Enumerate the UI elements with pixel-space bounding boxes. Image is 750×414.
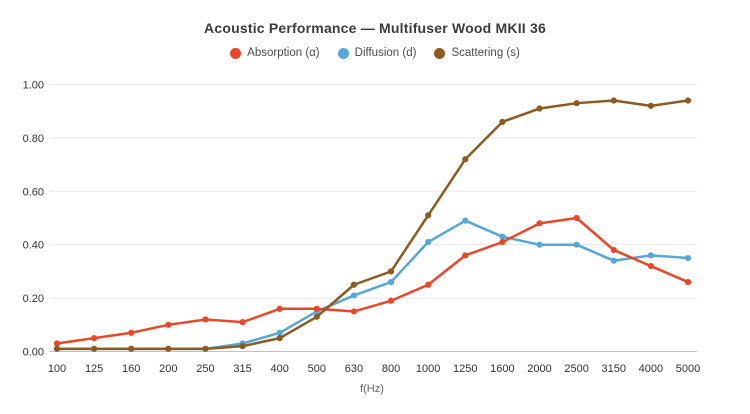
chart-title: Acoustic Performance — Multifuser Wood M… xyxy=(204,20,546,36)
series-point-scattering xyxy=(462,156,469,163)
series-point-scattering xyxy=(499,118,506,125)
legend-label-scattering: Scattering (s) xyxy=(451,47,520,59)
series-point-scattering xyxy=(53,345,61,352)
series-point-absorption xyxy=(499,238,506,246)
y-tick-label: 0.80 xyxy=(23,133,44,145)
y-tick-label: 0.60 xyxy=(23,186,44,198)
y-tick-label: 0.00 xyxy=(23,347,44,359)
series-point-scattering xyxy=(202,345,209,352)
series-point-diffusion xyxy=(610,257,617,264)
x-tick-label: 3150 xyxy=(602,363,626,375)
y-tick-label: 0.40 xyxy=(23,240,44,252)
x-tick-label: 500 xyxy=(308,363,326,375)
x-tick-label: 1000 xyxy=(416,363,440,375)
x-tick-label: 2000 xyxy=(527,363,551,375)
x-tick-label: 4000 xyxy=(639,363,663,375)
legend-item-diffusion: Diffusion (d) xyxy=(337,47,417,59)
series-point-diffusion xyxy=(684,254,692,262)
chart-legend: Absorption (α) Diffusion (d) Scattering (s… xyxy=(0,47,750,59)
legend-item-scattering: Scattering (s) xyxy=(434,47,520,59)
series-point-diffusion xyxy=(462,217,469,224)
series-point-scattering xyxy=(647,102,654,109)
series-point-scattering xyxy=(239,343,246,350)
scattering-swatch-icon xyxy=(434,47,446,59)
x-tick-label: 315 xyxy=(233,363,251,375)
legend-label-diffusion: Diffusion (d) xyxy=(354,47,417,59)
x-tick-label: 5000 xyxy=(676,363,700,375)
series-point-absorption xyxy=(165,321,172,328)
series-point-diffusion xyxy=(350,292,358,299)
series-point-absorption xyxy=(53,340,61,347)
x-tick-label: 250 xyxy=(196,363,214,375)
series-point-absorption xyxy=(313,305,320,312)
series-point-absorption xyxy=(91,335,98,342)
series-point-scattering xyxy=(91,345,98,352)
diffusion-swatch-icon xyxy=(337,47,349,59)
series-point-absorption xyxy=(610,246,617,254)
series-point-scattering xyxy=(387,268,395,275)
x-tick-label: 160 xyxy=(122,363,140,375)
series-point-diffusion xyxy=(276,329,283,336)
series-point-diffusion xyxy=(499,233,506,240)
series-point-absorption xyxy=(276,305,283,312)
absorption-swatch-icon xyxy=(230,47,242,59)
x-tick-label: 2500 xyxy=(564,363,588,375)
legend-item-absorption: Absorption (α) xyxy=(230,47,320,59)
series-line-scattering xyxy=(55,99,690,351)
series-point-scattering xyxy=(610,97,617,104)
series-point-scattering xyxy=(165,345,172,352)
y-tick-label: 1.00 xyxy=(23,80,44,92)
series-point-diffusion xyxy=(536,241,543,248)
series-point-scattering xyxy=(425,212,432,219)
x-tick-label: 800 xyxy=(382,363,400,375)
series-point-diffusion xyxy=(573,241,580,248)
series-point-absorption xyxy=(350,308,358,315)
series-point-scattering xyxy=(313,313,320,320)
x-tick-label: 1600 xyxy=(490,363,514,375)
series-point-diffusion xyxy=(647,252,654,259)
series-point-scattering xyxy=(276,335,283,342)
series-point-scattering xyxy=(536,105,543,112)
series-point-absorption xyxy=(536,220,543,227)
x-tick-label: 400 xyxy=(271,363,289,375)
x-tick-label: 200 xyxy=(159,363,177,375)
series-point-scattering xyxy=(573,100,580,107)
y-tick-label: 0.20 xyxy=(23,293,44,305)
series-point-absorption xyxy=(128,329,135,336)
x-tick-label: 1250 xyxy=(453,363,477,375)
series-point-absorption xyxy=(387,297,395,304)
series-point-scattering xyxy=(128,345,135,352)
series-point-absorption xyxy=(425,281,432,288)
series-point-absorption xyxy=(239,319,246,326)
series-point-absorption xyxy=(202,316,209,323)
series-point-scattering xyxy=(350,281,358,288)
x-tick-label: 100 xyxy=(48,363,66,375)
x-tick-label: 125 xyxy=(85,363,103,375)
series-point-absorption xyxy=(573,214,580,222)
x-axis-title: f(Hz) xyxy=(360,383,384,395)
series-point-diffusion xyxy=(425,238,432,246)
series-line-absorption xyxy=(55,216,690,345)
series-point-absorption xyxy=(462,252,469,259)
x-tick-label: 630 xyxy=(345,363,363,375)
series-point-absorption xyxy=(684,278,692,286)
series-point-absorption xyxy=(647,262,654,270)
series-point-scattering xyxy=(684,97,692,104)
series-point-diffusion xyxy=(387,278,395,286)
legend-label-absorption: Absorption (α) xyxy=(247,47,320,59)
